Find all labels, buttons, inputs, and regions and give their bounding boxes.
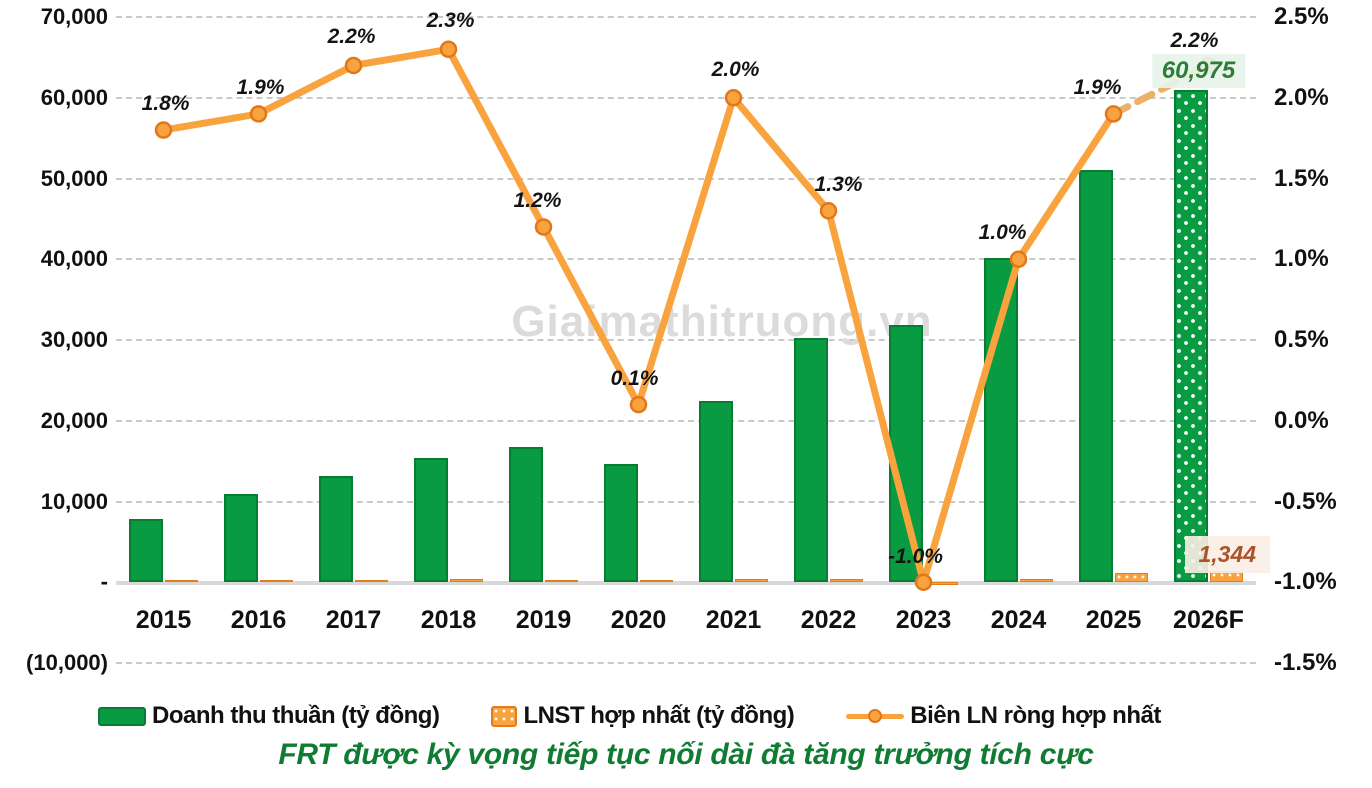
legend-item-profit: LNST hợp nhất (tỷ đồng) xyxy=(491,702,795,730)
margin-point-2022 xyxy=(819,202,838,220)
profit-bar-2024 xyxy=(1019,578,1053,583)
profit-bar-2017 xyxy=(354,579,388,583)
x-axis-tick-2019: 2019 xyxy=(515,606,572,634)
category-axis-line xyxy=(116,581,1256,586)
legend-item-revenue: Doanh thu thuần (tỷ đồng) xyxy=(98,702,440,730)
margin-label-2023: -1.0% xyxy=(888,545,943,569)
x-axis-tick-2020: 2020 xyxy=(610,606,667,634)
x-axis-tick-2015: 2015 xyxy=(135,606,192,634)
revenue-bar-2015 xyxy=(128,519,163,583)
revenue-annotation-2026F: 60,975 xyxy=(1151,53,1246,88)
right-axis-tick: -1.0% xyxy=(1274,568,1337,596)
profit-annotation-2026F: 1,344 xyxy=(1184,536,1271,574)
margin-label-2026F: 2.2% xyxy=(1170,29,1219,53)
margin-label-2021: 2.0% xyxy=(711,57,760,81)
x-axis-tick-2017: 2017 xyxy=(325,606,382,634)
profit-bar-2018 xyxy=(449,579,483,583)
profit-bar-2015 xyxy=(164,580,198,583)
h-gridline xyxy=(116,177,1256,180)
x-axis-tick-2022: 2022 xyxy=(800,606,857,634)
margin-point-2019 xyxy=(534,218,553,236)
revenue-bar-2016 xyxy=(223,494,258,583)
margin-label-2017: 2.2% xyxy=(327,25,376,49)
legend-label-margin: Biên LN ròng hợp nhất xyxy=(910,702,1161,729)
right-axis-tick: 1.0% xyxy=(1274,245,1329,273)
margin-point-2023 xyxy=(914,573,933,591)
revenue-bar-2019 xyxy=(508,447,543,583)
chart-caption: FRT được kỳ vọng tiếp tục nối dài đà tăn… xyxy=(278,738,1094,771)
legend-label-profit: LNST hợp nhất (tỷ đồng) xyxy=(523,702,795,729)
x-axis-tick-2025: 2025 xyxy=(1085,606,1142,634)
h-gridline xyxy=(116,419,1256,422)
margin-label-2015: 1.8% xyxy=(141,92,190,116)
margin-label-2016: 1.9% xyxy=(236,75,285,99)
chart-legend: Doanh thu thuần (tỷ đồng) LNST hợp nhất … xyxy=(98,702,1308,730)
margin-label-2022: 1.3% xyxy=(814,172,863,196)
x-axis-tick-2021: 2021 xyxy=(705,606,762,634)
revenue-bar-2022 xyxy=(793,338,828,583)
margin-line-swatch-icon xyxy=(846,705,905,727)
margin-label-2020: 0.1% xyxy=(610,366,659,390)
right-axis-tick: 0.5% xyxy=(1274,326,1329,353)
margin-point-2018 xyxy=(439,40,458,59)
revenue-bar-2018 xyxy=(413,457,448,583)
margin-label-2019: 1.2% xyxy=(513,188,562,212)
margin-point-2015 xyxy=(154,121,173,139)
profit-bar-2020 xyxy=(639,580,673,583)
revenue-swatch-icon xyxy=(98,706,146,726)
margin-point-2020 xyxy=(629,395,648,414)
left-axis-tick: - xyxy=(100,569,108,595)
x-axis-tick-2018: 2018 xyxy=(420,606,477,634)
revenue-bar-2026F xyxy=(1173,89,1208,583)
right-axis-tick: 2.5% xyxy=(1274,3,1329,30)
h-gridline xyxy=(116,339,1256,341)
x-axis-tick-2016: 2016 xyxy=(230,606,287,634)
x-axis-tick-2026F: 2026F xyxy=(1173,606,1244,634)
profit-bar-2016 xyxy=(259,580,293,583)
right-axis-tick: 2.0% xyxy=(1274,83,1329,111)
margin-point-2017 xyxy=(344,56,363,75)
profit-bar-2022 xyxy=(829,579,863,583)
margin-label-2024: 1.0% xyxy=(978,221,1027,245)
left-axis-tick: 60,000 xyxy=(40,84,108,110)
h-gridline xyxy=(116,96,1256,99)
left-axis-tick: 20,000 xyxy=(40,407,108,433)
margin-point-2016 xyxy=(249,105,268,123)
profit-bar-2019 xyxy=(544,580,578,583)
legend-label-revenue: Doanh thu thuần (tỷ đồng) xyxy=(152,702,440,729)
revenue-bar-2020 xyxy=(603,463,638,583)
right-axis-tick: -0.5% xyxy=(1274,487,1337,515)
h-gridline xyxy=(116,500,1256,503)
x-axis-tick-2024: 2024 xyxy=(990,606,1047,634)
left-axis-tick: 50,000 xyxy=(40,165,108,191)
profit-bar-2025 xyxy=(1114,573,1148,583)
revenue-bar-2017 xyxy=(318,475,353,583)
left-axis-tick: 70,000 xyxy=(40,4,108,29)
right-axis-tick: -1.5% xyxy=(1274,649,1337,676)
right-axis-tick: 1.5% xyxy=(1274,164,1329,192)
revenue-bar-2021 xyxy=(698,400,733,583)
h-gridline xyxy=(116,16,1256,18)
left-axis-tick: 40,000 xyxy=(40,246,108,272)
margin-label-2018: 2.3% xyxy=(426,9,475,33)
left-axis-tick: (10,000) xyxy=(26,650,108,675)
revenue-bar-2025 xyxy=(1078,169,1113,583)
profit-bar-2021 xyxy=(734,578,768,583)
margin-point-2021 xyxy=(724,89,743,107)
profit-swatch-icon xyxy=(491,705,518,727)
margin-point-2025 xyxy=(1104,105,1123,123)
x-axis-tick-2023: 2023 xyxy=(895,606,952,634)
right-axis-tick: 0.0% xyxy=(1274,406,1329,434)
left-axis-tick: 30,000 xyxy=(40,327,108,352)
left-axis-tick: 10,000 xyxy=(40,488,108,514)
h-gridline xyxy=(116,662,1256,664)
margin-label-2025: 1.9% xyxy=(1073,75,1122,99)
margin-line-solid xyxy=(162,45,1117,586)
legend-item-margin: Biên LN ròng hợp nhất xyxy=(846,702,1161,730)
margin-point-2024 xyxy=(1009,250,1028,268)
